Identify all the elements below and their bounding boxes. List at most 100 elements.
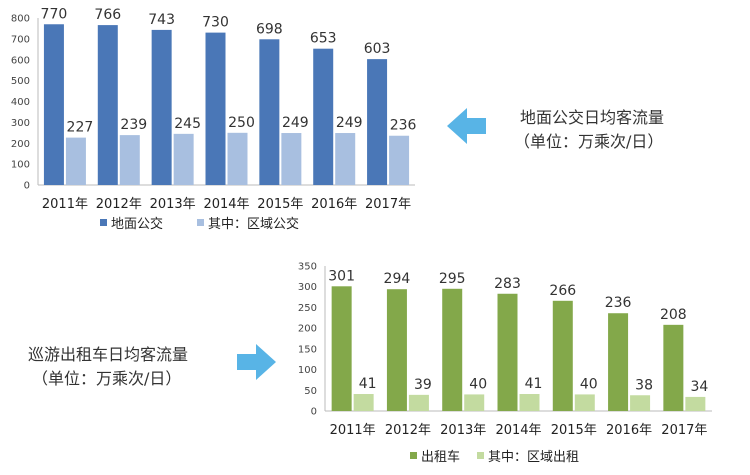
bus-data-label: 250	[228, 115, 255, 131]
bus-data-label: 730	[202, 15, 229, 31]
taxi-data-label: 41	[525, 376, 543, 392]
taxi-category-label: 2017年	[661, 423, 707, 438]
taxi-bar-main	[331, 286, 352, 411]
bus-category-label: 2017年	[365, 197, 411, 212]
bus-bar-main	[43, 24, 64, 186]
bus-annotation: 地面公交日均客流量 （单位：万乘次/日）	[514, 106, 665, 154]
taxi-bar-main	[552, 300, 573, 411]
taxi-data-label: 40	[469, 376, 487, 392]
taxi-category-label: 2012年	[385, 423, 431, 438]
taxi-bar-sub	[685, 396, 706, 411]
bus-data-label: 227	[67, 120, 94, 136]
taxi-data-label: 38	[635, 377, 653, 393]
bus-ytick-label: 0	[24, 181, 30, 192]
taxi-ytick-label: 100	[298, 365, 317, 376]
bus-ytick-label: 800	[11, 14, 30, 25]
bus-category-label: 2013年	[150, 197, 196, 212]
taxi-chart: 0 50 100 150 200 250 300 350 301 41 2011年 294 39 2012…	[298, 262, 712, 465]
taxi-legend-label: 其中：区域出租	[488, 450, 579, 465]
taxi-data-label: 295	[439, 271, 466, 287]
bus-annotation-title: 地面公交日均客流量	[520, 108, 665, 127]
bus-bar-main	[259, 39, 280, 186]
bus-data-label: 239	[120, 117, 147, 133]
bus-data-label: 603	[364, 41, 391, 57]
taxi-bar-main	[386, 289, 407, 411]
taxi-legend-swatch	[477, 452, 484, 459]
taxi-category-label: 2014年	[495, 423, 541, 438]
bus-ytick-label: 500	[11, 76, 30, 87]
bus-ytick-label: 100	[11, 160, 30, 171]
taxi-annotation: 巡游出租车日均客流量 （单位：万乘次/日）	[28, 343, 188, 391]
bus-ytick-label: 700	[11, 34, 30, 45]
taxi-data-label: 236	[605, 295, 632, 311]
bus-legend-swatch	[100, 219, 107, 226]
bus-data-label: 766	[94, 7, 121, 23]
bus-data-label: 653	[310, 31, 337, 47]
taxi-ytick-label: 150	[298, 344, 317, 355]
taxi-legend-label: 出租车	[421, 449, 460, 465]
taxi-data-label: 208	[660, 307, 687, 323]
bus-bar-main	[313, 48, 334, 185]
bus-bar-sub	[389, 135, 410, 185]
bus-data-label: 249	[282, 115, 309, 131]
taxi-data-label: 301	[328, 268, 355, 284]
bus-data-label: 770	[41, 6, 68, 22]
taxi-ytick-label: 350	[298, 262, 317, 273]
taxi-data-label: 41	[359, 376, 377, 392]
bus-data-label: 743	[148, 12, 175, 28]
bus-bar-sub	[119, 135, 140, 185]
bus-bar-sub	[281, 133, 302, 185]
bus-ytick-label: 400	[11, 97, 30, 108]
bus-bar-main	[97, 25, 118, 185]
bus-bar-main	[205, 32, 226, 185]
bus-ytick-label: 600	[11, 55, 30, 66]
taxi-data-label: 266	[549, 283, 576, 299]
taxi-bar-sub	[408, 394, 429, 411]
bus-ytick-label: 200	[11, 139, 30, 150]
taxi-legend-swatch	[410, 452, 417, 459]
bus-legend-label: 其中：区域公交	[208, 216, 299, 232]
taxi-data-label: 39	[414, 377, 432, 393]
taxi-bar-main	[442, 288, 463, 411]
taxi-bar-main	[663, 324, 684, 411]
arrow-right-icon	[237, 344, 276, 380]
taxi-bar-main	[497, 293, 518, 411]
bus-data-label: 249	[336, 115, 363, 131]
taxi-category-label: 2011年	[330, 423, 376, 438]
taxi-data-label: 294	[384, 271, 411, 287]
taxi-category-label: 2016年	[606, 423, 652, 438]
bus-bar-sub	[65, 137, 86, 185]
bus-bar-sub	[335, 133, 356, 185]
taxi-data-label: 34	[690, 379, 708, 395]
bus-category-label: 2015年	[257, 197, 303, 212]
bus-bar-sub	[173, 133, 194, 185]
bus-bar-main	[151, 29, 172, 186]
taxi-annotation-title: 巡游出租车日均客流量	[28, 345, 189, 364]
taxi-ytick-label: 50	[304, 386, 317, 397]
bus-chart: 0 100 200 300 400 500 600 700 800 770 227 2011年 766 2…	[11, 6, 417, 232]
bus-annotation-unit: （单位：万乘次/日）	[514, 132, 664, 151]
bus-legend-swatch	[197, 219, 204, 226]
taxi-bar-sub	[574, 394, 595, 411]
taxi-bar-sub	[519, 394, 540, 411]
bus-ytick-label: 300	[11, 118, 30, 129]
bus-bar-sub	[227, 132, 248, 185]
bus-category-label: 2016年	[311, 197, 357, 212]
taxi-ytick-label: 200	[298, 324, 317, 335]
arrow-left-icon	[447, 108, 486, 144]
bus-category-label: 2011年	[42, 197, 88, 212]
taxi-ytick-label: 300	[298, 282, 317, 293]
bus-data-label: 245	[174, 116, 201, 132]
taxi-data-label: 40	[580, 376, 598, 392]
bus-category-label: 2012年	[96, 197, 142, 212]
taxi-bar-sub	[464, 394, 485, 411]
bus-bar-main	[367, 59, 388, 185]
taxi-bar-sub	[353, 394, 374, 411]
taxi-annotation-unit: （单位：万乘次/日）	[32, 369, 182, 388]
taxi-bar-main	[608, 313, 629, 411]
bus-data-label: 698	[256, 21, 283, 37]
taxi-category-label: 2015年	[551, 423, 597, 438]
taxi-category-label: 2013年	[440, 423, 486, 438]
bus-legend-label: 地面公交	[111, 216, 163, 232]
